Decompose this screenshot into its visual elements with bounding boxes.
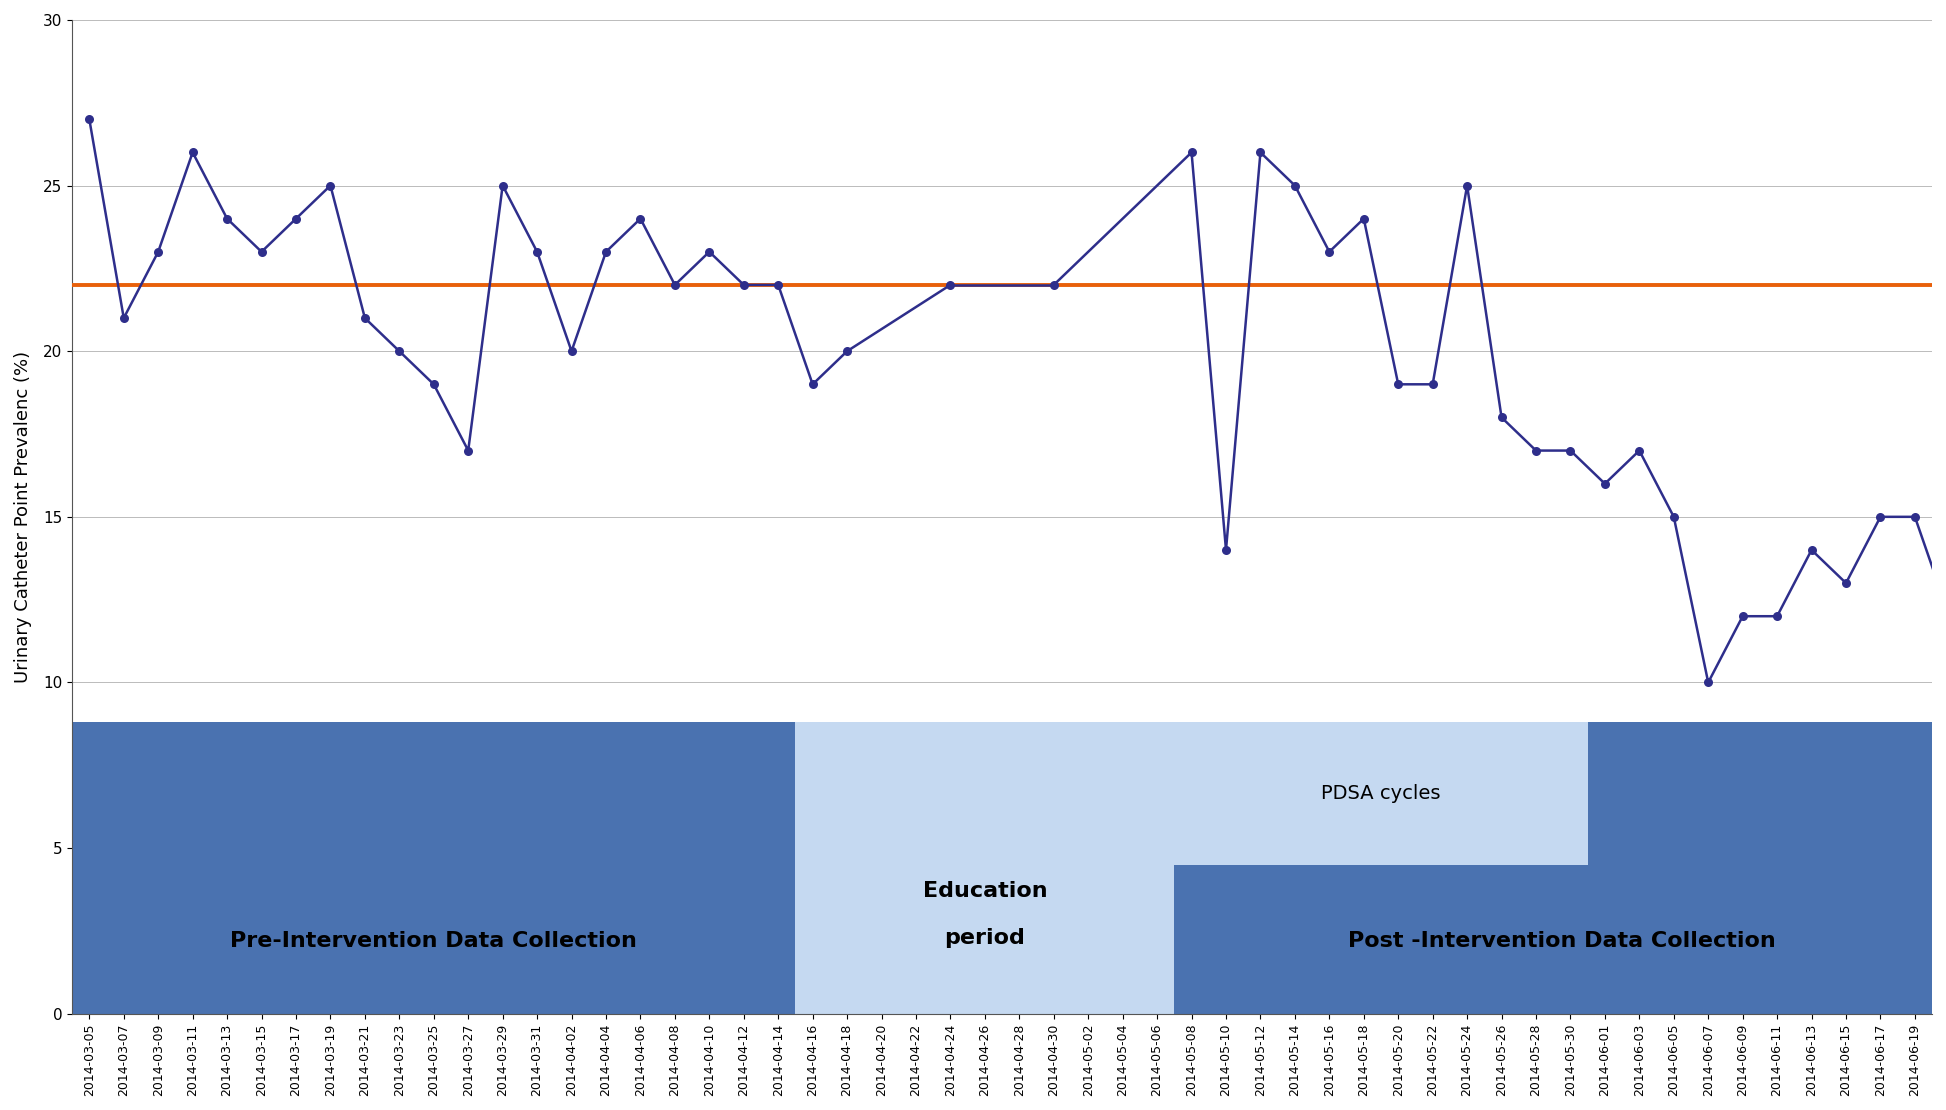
Bar bbox=[796, 723, 1173, 1013]
Text: Pre-Intervention Data Collection: Pre-Intervention Data Collection bbox=[230, 931, 636, 951]
Bar bbox=[1173, 723, 1588, 865]
Y-axis label: Urinary Catheter Point Prevalenc (%): Urinary Catheter Point Prevalenc (%) bbox=[14, 351, 31, 683]
Text: Post -Intervention Data Collection: Post -Intervention Data Collection bbox=[1349, 931, 1775, 951]
Bar bbox=[1173, 723, 1946, 1013]
Bar bbox=[72, 723, 796, 1013]
Text: PDSA cycles: PDSA cycles bbox=[1321, 784, 1440, 803]
Text: Education

period: Education period bbox=[922, 881, 1047, 948]
